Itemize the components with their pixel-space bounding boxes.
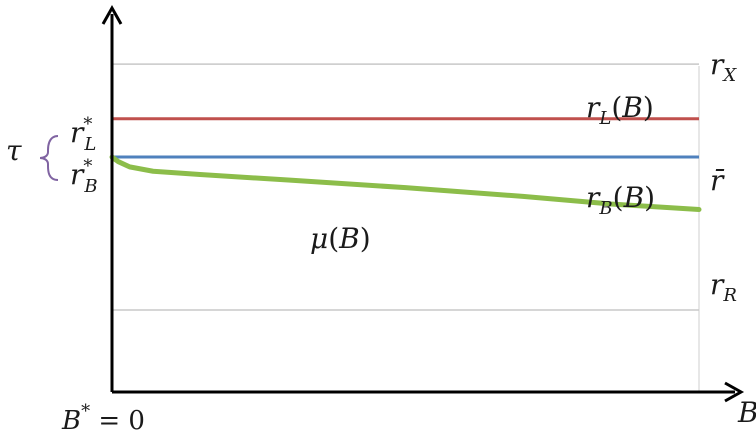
mu-series-label: μ(B) — [310, 222, 371, 255]
rL-series-label: rL(B) — [586, 91, 654, 129]
mu-curve — [109, 154, 702, 213]
rB-series-label: rB(B) — [586, 181, 655, 219]
rL-star-label: r* L — [70, 114, 96, 155]
tau-label: τ — [6, 134, 22, 167]
origin-label: B* = 0 — [61, 401, 145, 436]
rB-star-label: r* B — [70, 156, 98, 197]
rbar-right-label: r̄ — [710, 164, 725, 197]
x-axis-label: B — [737, 396, 756, 429]
rR-right-label: rR — [710, 268, 737, 306]
tau-brace — [39, 135, 59, 181]
x-axis-arrow — [724, 381, 745, 403]
rX-right-label: rX — [710, 48, 737, 86]
y-axis-arrow — [101, 4, 123, 25]
